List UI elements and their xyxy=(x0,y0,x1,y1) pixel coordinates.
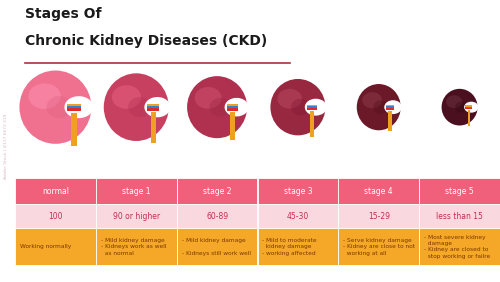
Bar xyxy=(310,111,314,137)
Bar xyxy=(150,112,156,143)
Text: - Mild kidney damage
- Kidneys work as well
  as normal: - Mild kidney damage - Kidneys work as w… xyxy=(100,238,166,256)
Ellipse shape xyxy=(278,89,302,109)
Ellipse shape xyxy=(210,98,231,116)
Text: 100: 100 xyxy=(48,212,62,221)
FancyBboxPatch shape xyxy=(338,178,419,204)
Ellipse shape xyxy=(104,73,169,141)
Ellipse shape xyxy=(128,97,151,117)
Text: stage 5: stage 5 xyxy=(446,187,474,195)
Text: 60-89: 60-89 xyxy=(206,212,228,221)
Bar xyxy=(146,106,159,109)
Ellipse shape xyxy=(305,99,327,116)
Ellipse shape xyxy=(442,89,478,125)
Ellipse shape xyxy=(20,70,92,144)
Bar xyxy=(306,108,317,110)
Text: - Mild kidney damage

- Kidneys still work well: - Mild kidney damage - Kidneys still wor… xyxy=(182,238,250,256)
Bar xyxy=(72,113,77,146)
Bar xyxy=(146,104,159,107)
Text: Working normally: Working normally xyxy=(20,244,71,249)
Text: stage 3: stage 3 xyxy=(284,187,312,195)
Text: Chronic Kidney Diseases (CKD): Chronic Kidney Diseases (CKD) xyxy=(25,34,267,48)
Text: 45-30: 45-30 xyxy=(287,212,309,221)
Bar xyxy=(67,108,80,111)
Bar xyxy=(226,108,238,111)
Bar xyxy=(386,108,394,110)
FancyBboxPatch shape xyxy=(15,178,96,204)
Ellipse shape xyxy=(446,95,462,108)
Bar xyxy=(67,106,80,109)
Text: stage 2: stage 2 xyxy=(203,187,232,195)
Text: - Mild to moderate
  kidney damage
- working affected: - Mild to moderate kidney damage - worki… xyxy=(262,238,317,256)
Bar xyxy=(226,104,238,107)
Ellipse shape xyxy=(187,76,247,138)
Text: less than 15: less than 15 xyxy=(436,212,483,221)
FancyBboxPatch shape xyxy=(96,228,176,265)
Ellipse shape xyxy=(28,83,61,109)
Bar xyxy=(306,105,317,107)
Text: - Most severe kidney
  damage
- Kidney are closed to
  stop working or failre: - Most severe kidney damage - Kidney are… xyxy=(424,235,490,259)
FancyBboxPatch shape xyxy=(338,204,419,228)
Ellipse shape xyxy=(373,100,388,114)
Ellipse shape xyxy=(384,100,402,114)
Bar xyxy=(386,106,394,108)
FancyBboxPatch shape xyxy=(15,228,96,265)
FancyBboxPatch shape xyxy=(258,228,338,265)
Ellipse shape xyxy=(455,102,468,113)
Text: stage 1: stage 1 xyxy=(122,187,150,195)
Text: - Serve kidney damage
- Kidney are close to not
  working at all: - Serve kidney damage - Kidney are close… xyxy=(343,238,415,256)
Text: 15-29: 15-29 xyxy=(368,212,390,221)
FancyBboxPatch shape xyxy=(338,228,419,265)
Bar xyxy=(146,108,159,111)
Ellipse shape xyxy=(464,102,478,113)
Ellipse shape xyxy=(194,87,222,109)
FancyBboxPatch shape xyxy=(258,204,338,228)
FancyBboxPatch shape xyxy=(176,228,258,265)
Ellipse shape xyxy=(362,92,382,108)
FancyBboxPatch shape xyxy=(419,228,500,265)
FancyBboxPatch shape xyxy=(258,178,338,204)
Bar xyxy=(67,104,80,107)
Ellipse shape xyxy=(224,98,248,116)
Bar xyxy=(388,111,392,131)
FancyBboxPatch shape xyxy=(15,204,96,228)
Text: Stages Of: Stages Of xyxy=(25,7,102,21)
Text: 90 or higher: 90 or higher xyxy=(112,212,160,221)
Bar xyxy=(386,105,394,107)
FancyBboxPatch shape xyxy=(419,178,500,204)
Bar xyxy=(306,106,317,109)
Text: normal: normal xyxy=(42,187,69,195)
FancyBboxPatch shape xyxy=(176,178,258,204)
FancyBboxPatch shape xyxy=(419,204,500,228)
Bar xyxy=(226,106,238,109)
Bar xyxy=(230,112,235,140)
Ellipse shape xyxy=(144,97,171,117)
FancyBboxPatch shape xyxy=(96,204,176,228)
Text: Adobe Stock | #117 6672 319: Adobe Stock | #117 6672 319 xyxy=(4,114,8,179)
Ellipse shape xyxy=(64,96,93,118)
Bar xyxy=(466,105,472,107)
Ellipse shape xyxy=(291,99,310,116)
Ellipse shape xyxy=(112,85,141,109)
FancyBboxPatch shape xyxy=(176,204,258,228)
Ellipse shape xyxy=(357,84,401,130)
Ellipse shape xyxy=(46,96,72,118)
FancyBboxPatch shape xyxy=(96,178,176,204)
Text: stage 4: stage 4 xyxy=(364,187,393,195)
Ellipse shape xyxy=(270,79,326,135)
Bar xyxy=(468,110,470,126)
Bar xyxy=(466,107,472,108)
Bar xyxy=(466,108,472,109)
